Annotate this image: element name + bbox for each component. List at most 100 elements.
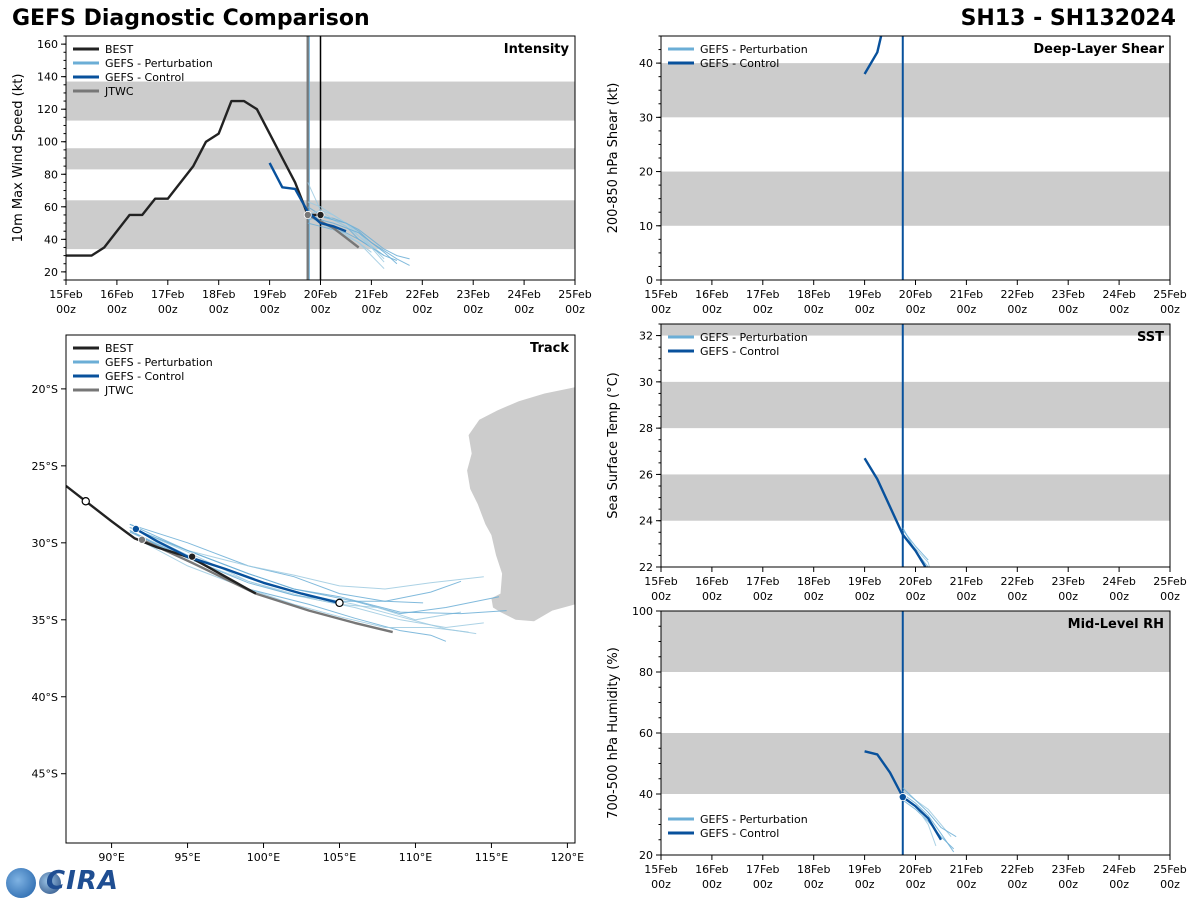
y-tick-label: 40°S (32, 691, 58, 704)
x-tick-day-label: 19Feb (848, 575, 881, 588)
control-point-marker (131, 524, 140, 533)
y-tick-label: 60 (44, 201, 58, 214)
y-tick-label: 45°S (32, 768, 58, 781)
cira-logo: CIRA (6, 866, 118, 898)
intensity-band (661, 474, 1170, 521)
x-tick-day-label: 18Feb (202, 288, 235, 301)
intensity-band (661, 611, 1170, 672)
x-tick-day-label: 24Feb (1102, 575, 1135, 588)
y-tick-label: 35°S (32, 614, 58, 627)
x-tick-day-label: 16Feb (100, 288, 133, 301)
perturbation-member-line (129, 534, 469, 633)
control-point-marker (335, 598, 344, 608)
y-axis-label: 200-850 hPa Shear (kt) (606, 83, 621, 234)
x-tick-hour-label: 00z (855, 590, 875, 603)
panel-title: Deep-Layer Shear (1033, 42, 1164, 57)
noaa-globe-icon (6, 868, 36, 898)
x-tick-day-label: 24Feb (1102, 288, 1135, 301)
x-tick-hour-label: 00z (311, 303, 331, 316)
y-tick-label: 80 (639, 666, 653, 679)
x-tick-hour-label: 00z (1058, 303, 1078, 316)
panel-frame (65, 334, 576, 844)
panel-rh: Mid-Level RH 20 40 60 80 100 15Feb 00z 16Feb 00z 1… (606, 605, 1187, 891)
y-tick-label: 24 (639, 515, 653, 528)
x-tick-hour-label: 00z (412, 303, 432, 316)
x-tick-label: 115°E (475, 851, 508, 864)
panel-track: Track 20°S 25°S 30°S 35°S 40°S 45°S 90°E 95°E 100… (32, 334, 584, 864)
x-tick-hour-label: 00z (957, 590, 977, 603)
jtwc-point-marker (303, 210, 312, 219)
x-tick-day-label: 17Feb (151, 288, 184, 301)
perturbation-member-line (307, 216, 410, 266)
x-tick-day-label: 15Feb (49, 288, 82, 301)
x-tick-label: 120°E (551, 851, 584, 864)
x-tick-day-label: 19Feb (848, 863, 881, 876)
intensity-band (661, 381, 1170, 429)
x-tick-day-label: 18Feb (797, 863, 830, 876)
x-tick-day-label: 21Feb (355, 288, 388, 301)
panel-shear: Deep-Layer Shear 0 10 20 30 40 15Feb 00z 16Feb 00… (606, 35, 1187, 316)
x-tick-day-label: 21Feb (950, 575, 983, 588)
page-title: GEFS Diagnostic Comparison (12, 6, 370, 31)
storm-id: SH13 - SH132024 (960, 6, 1176, 31)
control-series-line (135, 527, 340, 605)
panel-frame (660, 323, 1171, 568)
y-axis-label: Sea Surface Temp (°C) (606, 372, 621, 519)
x-tick-hour-label: 00z (1007, 303, 1027, 316)
x-tick-day-label: 17Feb (746, 288, 779, 301)
x-tick-hour-label: 00z (107, 303, 127, 316)
x-tick-hour-label: 00z (514, 303, 534, 316)
x-tick-hour-label: 00z (753, 303, 773, 316)
x-tick-hour-label: 00z (56, 303, 76, 316)
x-tick-hour-label: 00z (158, 303, 178, 316)
x-tick-day-label: 23Feb (456, 288, 489, 301)
y-axis-label: 10m Max Wind Speed (kt) (11, 74, 26, 243)
x-tick-hour-label: 00z (1007, 878, 1027, 891)
legend-label-jtwc: JTWC (104, 384, 134, 397)
perturbation-member-line (902, 787, 957, 838)
y-tick-label: 60 (639, 727, 653, 740)
legend-label-perturbation: GEFS - Perturbation (700, 43, 808, 56)
y-tick-label: 30 (639, 111, 653, 124)
x-tick-day-label: 23Feb (1051, 288, 1084, 301)
x-tick-hour-label: 00z (804, 590, 824, 603)
x-tick-day-label: 16Feb (695, 863, 728, 876)
y-tick-label: 20 (639, 849, 653, 862)
perturbation-member-line (129, 526, 462, 621)
x-tick-day-label: 22Feb (1001, 575, 1034, 588)
x-tick-day-label: 20Feb (899, 288, 932, 301)
x-tick-day-label: 24Feb (507, 288, 540, 301)
perturbation-member-line (307, 212, 410, 260)
x-tick-hour-label: 00z (651, 303, 671, 316)
intensity-band (661, 63, 1170, 118)
panel-title: SST (1137, 330, 1164, 345)
x-tick-day-label: 20Feb (899, 575, 932, 588)
panel-sst: SST 22 24 26 28 30 32 15Feb 00z 16Feb 00z 17Feb 00z 1… (606, 323, 1187, 603)
x-tick-day-label: 18Feb (797, 288, 830, 301)
x-tick-hour-label: 00z (1109, 590, 1129, 603)
x-tick-label: 90°E (98, 851, 124, 864)
y-tick-label: 80 (44, 168, 58, 181)
x-tick-label: 95°E (174, 851, 200, 864)
land-australia (467, 387, 575, 622)
legend-label-control: GEFS - Control (700, 57, 779, 70)
intensity-band (661, 171, 1170, 226)
x-tick-day-label: 16Feb (695, 288, 728, 301)
x-tick-day-label: 20Feb (304, 288, 337, 301)
best-point-marker (188, 552, 197, 561)
x-tick-hour-label: 00z (1160, 590, 1180, 603)
x-tick-hour-label: 00z (651, 590, 671, 603)
x-tick-hour-label: 00z (1109, 878, 1129, 891)
perturbation-member-line (129, 523, 507, 615)
x-tick-hour-label: 00z (1160, 878, 1180, 891)
x-tick-hour-label: 00z (362, 303, 382, 316)
x-tick-hour-label: 00z (702, 303, 722, 316)
y-tick-label: 26 (639, 468, 653, 481)
legend-label-perturbation: GEFS - Perturbation (105, 57, 213, 70)
perturbation-member-line (902, 793, 955, 853)
control-point-marker (898, 793, 907, 802)
x-tick-hour-label: 00z (906, 590, 926, 603)
x-tick-day-label: 19Feb (848, 288, 881, 301)
x-tick-day-label: 24Feb (1102, 863, 1135, 876)
